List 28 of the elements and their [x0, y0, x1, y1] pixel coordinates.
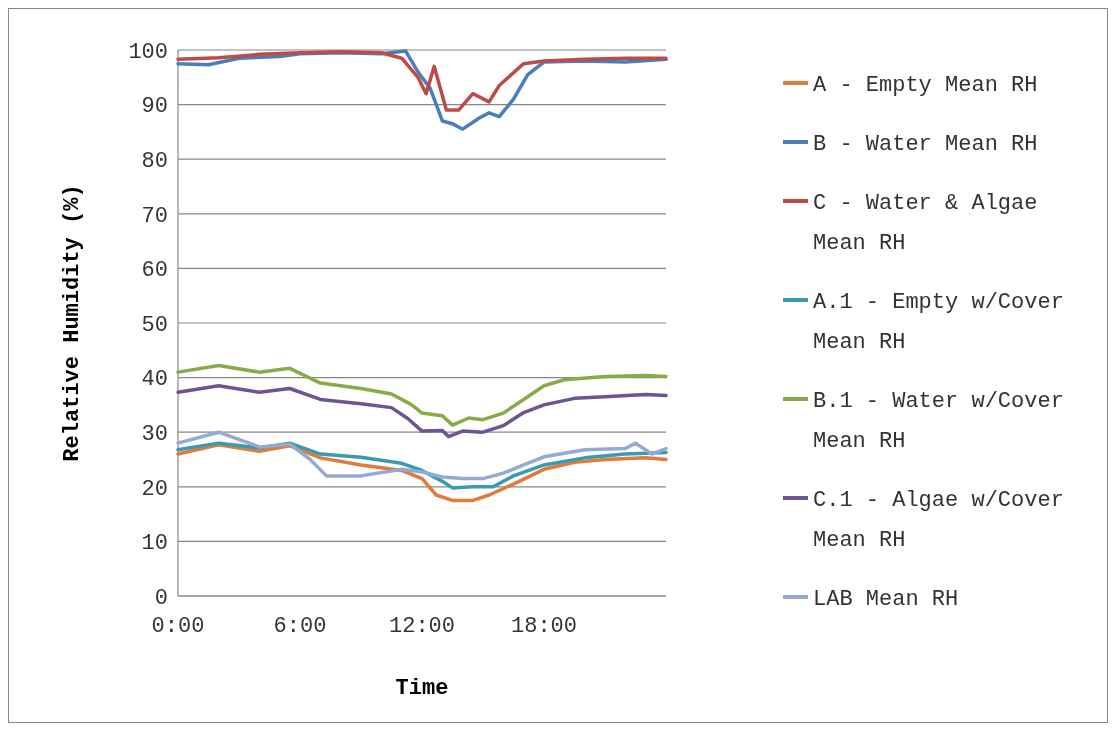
- legend-label: A.1 - Empty w/Cover Mean RH: [813, 289, 1064, 355]
- legend-label: C - Water & Algae Mean RH: [813, 190, 1038, 256]
- legend-label: C.1 - Algae w/Cover Mean RH: [813, 487, 1064, 553]
- legend-label: B - Water Mean RH: [813, 131, 1038, 157]
- y-tick-label: 70: [141, 203, 168, 229]
- y-tick-label: 10: [141, 531, 168, 557]
- x-tick-label: 12:00: [388, 614, 456, 639]
- line-series: [176, 363, 668, 427]
- legend-label: A - Empty Mean RH: [813, 72, 1038, 98]
- y-axis-title: Relative Humidity (%): [60, 184, 85, 462]
- x-tick-label: 0:00: [151, 614, 205, 639]
- y-tick-label: 90: [141, 94, 168, 120]
- line-series: [176, 430, 668, 481]
- y-tick-label: 20: [141, 476, 168, 502]
- y-tick-label: 40: [141, 367, 168, 393]
- y-tick-label: 100: [128, 39, 168, 65]
- legend-label: LAB Mean RH: [813, 586, 959, 612]
- legend-label: B.1 - Water w/Cover Mean RH: [813, 388, 1064, 454]
- y-tick-label: 50: [141, 312, 168, 338]
- line-series: [176, 384, 668, 439]
- x-axis-title: Time: [395, 676, 449, 701]
- y-tick-label: 0: [154, 585, 168, 611]
- y-tick-label: 60: [141, 258, 168, 284]
- x-tick-label: 18:00: [510, 614, 578, 639]
- x-tick-label: 6:00: [273, 614, 327, 639]
- line-series: [176, 443, 668, 503]
- y-tick-label: 30: [141, 421, 168, 447]
- y-tick-label: 80: [141, 148, 168, 174]
